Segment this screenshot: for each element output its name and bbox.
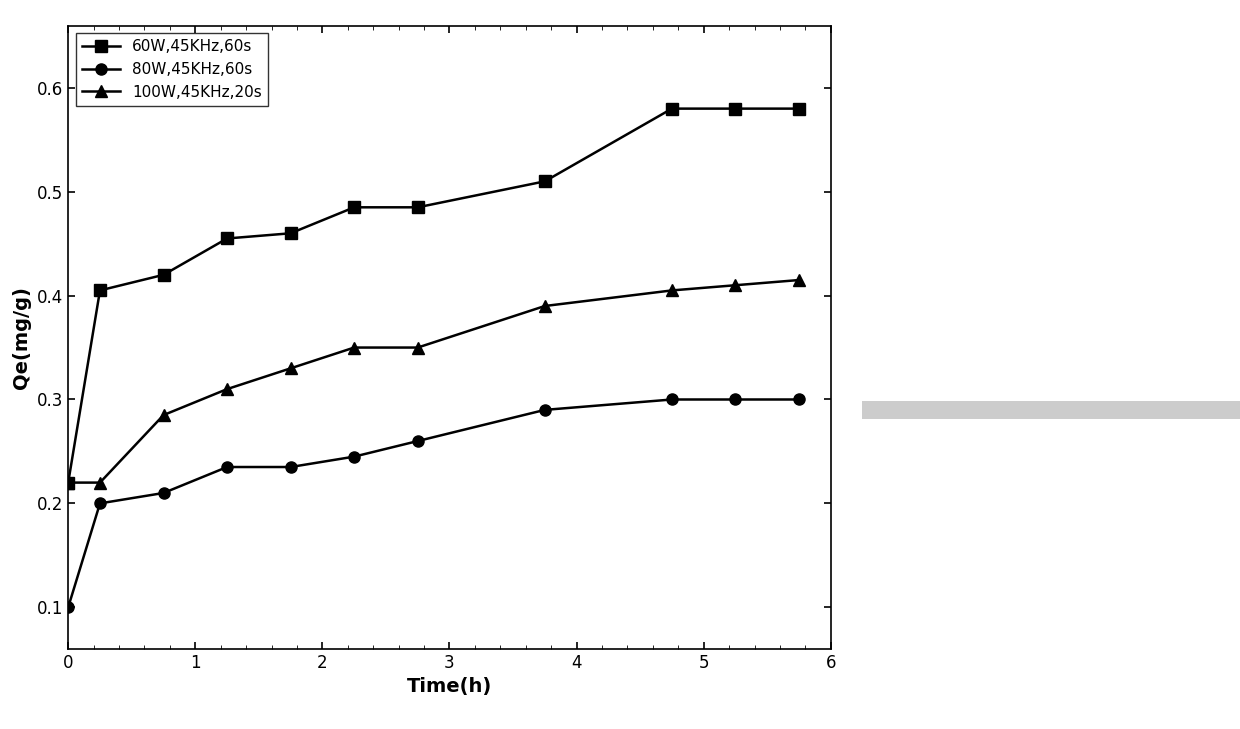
100W,45KHz,20s [410, 343, 425, 352]
100W,45KHz,20s [219, 385, 234, 394]
80W,45KHz,60s [410, 437, 425, 445]
100W,45KHz,20s [791, 276, 806, 284]
80W,45KHz,60s [665, 395, 680, 404]
Legend: 60W,45KHz,60s, 80W,45KHz,60s, 100W,45KHz,20s: 60W,45KHz,60s, 80W,45KHz,60s, 100W,45KHz… [76, 33, 268, 106]
60W,45KHz,60s [791, 104, 806, 113]
60W,45KHz,60s [283, 229, 298, 238]
80W,45KHz,60s [347, 452, 362, 461]
60W,45KHz,60s [410, 203, 425, 211]
60W,45KHz,60s [219, 234, 234, 243]
100W,45KHz,20s [156, 410, 171, 419]
80W,45KHz,60s [61, 603, 76, 612]
60W,45KHz,60s [156, 270, 171, 279]
80W,45KHz,60s [283, 463, 298, 472]
100W,45KHz,20s [283, 364, 298, 373]
80W,45KHz,60s [537, 405, 552, 414]
100W,45KHz,20s [665, 286, 680, 295]
60W,45KHz,60s [61, 478, 76, 487]
80W,45KHz,60s [156, 488, 171, 497]
60W,45KHz,60s [728, 104, 743, 113]
60W,45KHz,60s [665, 104, 680, 113]
X-axis label: Time(h): Time(h) [407, 677, 492, 696]
Line: 100W,45KHz,20s: 100W,45KHz,20s [63, 275, 805, 488]
80W,45KHz,60s [219, 463, 234, 472]
100W,45KHz,20s [93, 478, 108, 487]
80W,45KHz,60s [728, 395, 743, 404]
80W,45KHz,60s [791, 395, 806, 404]
100W,45KHz,20s [347, 343, 362, 352]
Line: 60W,45KHz,60s: 60W,45KHz,60s [63, 103, 805, 488]
60W,45KHz,60s [93, 286, 108, 295]
100W,45KHz,20s [537, 302, 552, 311]
Line: 80W,45KHz,60s: 80W,45KHz,60s [63, 394, 805, 613]
60W,45KHz,60s [537, 177, 552, 186]
Y-axis label: Qe(mg/g): Qe(mg/g) [12, 286, 31, 389]
100W,45KHz,20s [728, 281, 743, 289]
60W,45KHz,60s [347, 203, 362, 211]
100W,45KHz,20s [61, 478, 76, 487]
80W,45KHz,60s [93, 499, 108, 507]
Bar [862, 401, 1240, 419]
